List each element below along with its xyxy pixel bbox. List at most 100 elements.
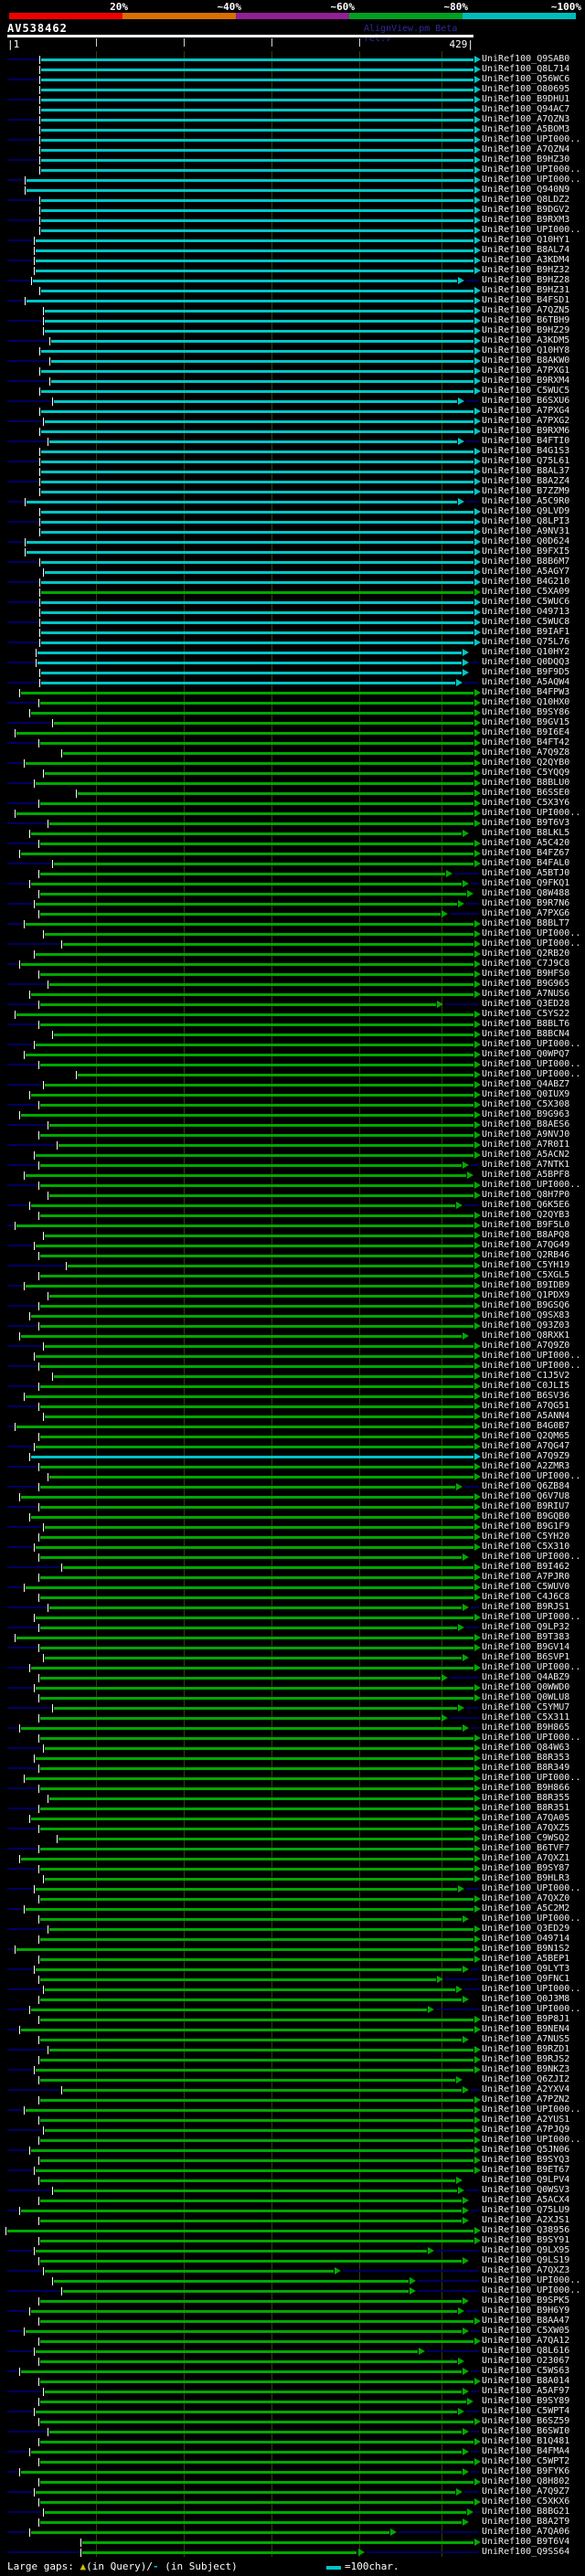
hit-label[interactable]: UniRef100_B9T383 (482, 1632, 570, 1642)
hit-label[interactable]: UniRef100_B9HFS0 (482, 969, 570, 979)
hit-label[interactable]: UniRef100_A7PXG2 (482, 416, 570, 426)
hit-label[interactable]: UniRef100_A7NTK1 (482, 1160, 570, 1170)
hit-bar[interactable] (40, 229, 473, 232)
hit-bar[interactable] (48, 1797, 473, 1800)
hit-label[interactable]: UniRef100_A7QG51 (482, 1401, 570, 1411)
hit-label[interactable]: UniRef100_UPI000.. (482, 1883, 581, 1893)
hit-label[interactable]: UniRef100_Q5JN06 (482, 2145, 570, 2155)
hit-label[interactable]: UniRef100_A7Q9Z8 (482, 747, 570, 758)
hit-bar[interactable] (27, 300, 473, 302)
hit-bar[interactable] (54, 2280, 409, 2283)
hit-label[interactable]: UniRef100_C5XW05 (482, 2326, 570, 2336)
hit-label[interactable]: UniRef100_B8AES6 (482, 1119, 570, 1129)
hit-label[interactable]: UniRef100_A7NUS6 (482, 989, 570, 999)
hit-label[interactable]: UniRef100_A7NUS5 (482, 2034, 570, 2044)
hit-bar[interactable] (40, 159, 473, 162)
hit-bar[interactable] (48, 1606, 463, 1609)
hit-label[interactable]: UniRef100_Q2RB20 (482, 949, 570, 959)
hit-bar[interactable] (27, 541, 473, 544)
hit-bar[interactable] (40, 581, 473, 584)
hit-bar[interactable] (35, 903, 458, 906)
hit-bar[interactable] (21, 1496, 473, 1499)
hit-bar[interactable] (21, 963, 473, 966)
hit-label[interactable]: UniRef100_B8BLU0 (482, 778, 570, 788)
hit-label[interactable]: UniRef100_UPI000.. (482, 2104, 581, 2115)
hit-label[interactable]: UniRef100_B9DGV2 (482, 205, 570, 215)
hit-bar[interactable] (21, 853, 473, 855)
hit-bar[interactable] (30, 883, 463, 885)
hit-label[interactable]: UniRef100_C5XGL5 (482, 1270, 570, 1280)
hit-label[interactable]: UniRef100_Q75L76 (482, 637, 570, 647)
hit-label[interactable]: UniRef100_A5BOM3 (482, 124, 570, 134)
hit-label[interactable]: UniRef100_A3KDM5 (482, 335, 570, 345)
hit-label[interactable]: UniRef100_B8BLT7 (482, 918, 570, 928)
hit-bar[interactable] (39, 1164, 463, 1167)
hit-label[interactable]: UniRef100_A5ACN2 (482, 1150, 570, 1160)
hit-bar[interactable] (39, 2200, 463, 2202)
hit-label[interactable]: UniRef100_A2XJS1 (482, 2215, 570, 2225)
hit-label[interactable]: UniRef100_B9GQB0 (482, 1511, 570, 1521)
hit-bar[interactable] (40, 149, 473, 152)
hit-label[interactable]: UniRef100_A7Q9Z7 (482, 2486, 570, 2496)
hit-bar[interactable] (27, 551, 473, 554)
hit-label[interactable]: UniRef100_A7PXG6 (482, 908, 570, 918)
hit-bar[interactable] (35, 1757, 473, 1760)
hit-label[interactable]: UniRef100_B9HZ31 (482, 285, 570, 295)
hit-label[interactable]: UniRef100_B9IAF1 (482, 627, 570, 637)
hit-bar[interactable] (35, 1687, 473, 1690)
hit-label[interactable]: UniRef100_B9I6E4 (482, 727, 570, 737)
hit-label[interactable]: UniRef100_B9GV14 (482, 1642, 570, 1652)
hit-bar[interactable] (35, 249, 473, 252)
hit-bar[interactable] (39, 2179, 455, 2182)
hit-bar[interactable] (39, 2441, 473, 2443)
hit-label[interactable]: UniRef100_B9SYQ3 (482, 2155, 570, 2165)
hit-bar[interactable] (39, 2320, 473, 2323)
hit-label[interactable]: UniRef100_Q84W63 (482, 1743, 570, 1753)
hit-bar[interactable] (48, 983, 473, 986)
hit-bar[interactable] (40, 58, 473, 61)
hit-bar[interactable] (30, 712, 473, 715)
hit-label[interactable]: UniRef100_A2ZMR3 (482, 1461, 570, 1471)
hit-label[interactable]: UniRef100_Q6ZB84 (482, 1481, 570, 1491)
hit-bar[interactable] (40, 430, 473, 433)
hit-bar[interactable] (40, 290, 473, 292)
hit-label[interactable]: UniRef100_Q9SS64 (482, 2547, 570, 2557)
hit-bar[interactable] (35, 270, 473, 272)
hit-label[interactable]: UniRef100_Q10HY1 (482, 235, 570, 245)
hit-bar[interactable] (39, 2521, 463, 2524)
hit-bar[interactable] (30, 2310, 458, 2313)
hit-bar[interactable] (35, 953, 473, 956)
hit-label[interactable]: UniRef100_A7PJR0 (482, 1572, 570, 1582)
hit-bar[interactable] (35, 2069, 473, 2072)
hit-label[interactable]: UniRef100_B1Q481 (482, 2436, 570, 2446)
hit-bar[interactable] (30, 1818, 473, 1820)
hit-bar[interactable] (35, 1446, 473, 1448)
hit-label[interactable]: UniRef100_Q75LU9 (482, 2205, 570, 2215)
hit-bar[interactable] (39, 1697, 473, 1700)
hit-label[interactable]: UniRef100_B8BLT6 (482, 1019, 570, 1029)
hit-label[interactable]: UniRef100_Q8L616 (482, 2346, 570, 2356)
hit-bar[interactable] (39, 843, 473, 845)
hit-label[interactable]: UniRef100_C4J6C8 (482, 1592, 570, 1602)
hit-label[interactable]: UniRef100_Q0J3M8 (482, 1994, 570, 2004)
hit-bar[interactable] (39, 1104, 473, 1107)
hit-bar[interactable] (40, 390, 473, 393)
hit-bar[interactable] (63, 1566, 473, 1569)
hit-bar[interactable] (16, 1224, 473, 1227)
hit-label[interactable]: UniRef100_B8A014 (482, 2376, 570, 2386)
hit-bar[interactable] (48, 2431, 463, 2433)
hit-bar[interactable] (39, 2360, 458, 2363)
hit-bar[interactable] (39, 913, 441, 916)
hit-label[interactable]: UniRef100_Q0WSV3 (482, 2185, 570, 2195)
hit-label[interactable]: UniRef100_Q75L61 (482, 456, 570, 466)
hit-label[interactable]: UniRef100_UPI000.. (482, 928, 581, 938)
hit-label[interactable]: UniRef100_B4G210 (482, 577, 570, 587)
hit-label[interactable]: UniRef100_A7QG49 (482, 1240, 570, 1250)
hit-label[interactable]: UniRef100_C5YH20 (482, 1532, 570, 1542)
hit-bar[interactable] (39, 2340, 473, 2343)
hit-bar[interactable] (40, 199, 473, 202)
hit-bar[interactable] (35, 1355, 473, 1358)
hit-bar[interactable] (40, 410, 473, 413)
hit-bar[interactable] (21, 2471, 463, 2474)
hit-label[interactable]: UniRef100_B6TBH9 (482, 315, 570, 325)
